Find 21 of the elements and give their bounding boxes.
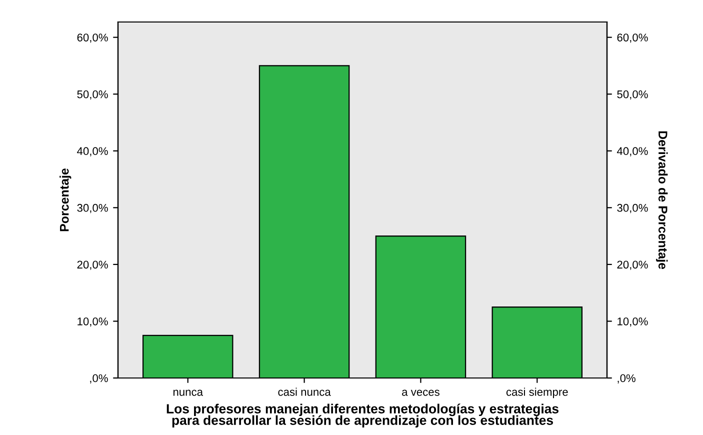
y2-tick-label: 40,0% [616, 147, 648, 156]
y-tick-label: 50,0% [77, 90, 108, 100]
x-tick-label: casi siempre [506, 388, 568, 398]
y2-tick-label: 50,0% [617, 90, 648, 100]
y-tick-label: 30,0% [77, 204, 108, 214]
y2-tick-label: 30,0% [617, 204, 648, 214]
x-tick-label: nunca [173, 390, 203, 396]
x-tick-label: casi nunca [278, 388, 331, 396]
y2-tick-label: 20,0% [617, 260, 648, 270]
y-tick-label: 40,0% [77, 147, 108, 156]
y2-axis-title: Derivado de Porcentaje [656, 131, 668, 270]
y-tick-label: 20,0% [77, 260, 108, 270]
y-tick-label: 60,0% [77, 34, 108, 43]
y-tick-label: ,0% [90, 374, 108, 384]
y2-tick-label: ,0% [618, 374, 636, 384]
y-axis-title: Porcentaje [60, 168, 72, 232]
y2-tick-label: 60,0% [617, 34, 648, 43]
y2-tick-label: 10,0% [618, 317, 648, 327]
x-axis-title: Los profesores manejan diferentes metodologías y estrategias para desarrollar la sesión de aprendizaje con los estudiantes [166, 404, 558, 428]
y-tick-label: 10,0% [78, 317, 108, 327]
x-tick-label: a veces [402, 390, 440, 396]
